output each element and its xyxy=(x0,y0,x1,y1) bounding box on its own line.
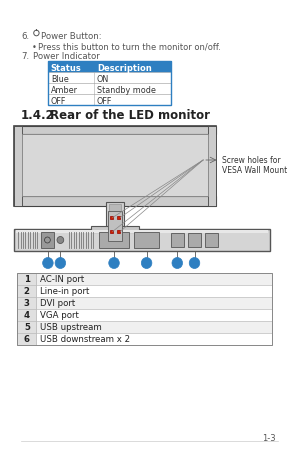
Text: USB downstream x 2: USB downstream x 2 xyxy=(40,335,130,344)
Bar xyxy=(17,285,36,297)
Bar xyxy=(48,62,171,73)
Text: AC-IN port: AC-IN port xyxy=(40,275,85,284)
Bar xyxy=(17,297,272,309)
Text: OFF: OFF xyxy=(97,97,112,106)
Bar xyxy=(14,230,270,252)
Bar xyxy=(134,232,159,249)
Text: OFF: OFF xyxy=(51,97,66,106)
Bar xyxy=(188,234,201,248)
Bar xyxy=(17,333,272,345)
Text: 6: 6 xyxy=(192,259,197,268)
Bar xyxy=(110,230,112,234)
Text: 6.: 6. xyxy=(21,32,29,41)
Text: 6: 6 xyxy=(24,335,30,344)
Bar xyxy=(91,226,139,232)
Bar xyxy=(208,127,216,207)
Bar xyxy=(110,216,112,220)
Circle shape xyxy=(57,237,64,244)
Text: Standby mode: Standby mode xyxy=(97,86,156,95)
Circle shape xyxy=(189,258,200,269)
Bar xyxy=(117,230,120,234)
Bar xyxy=(17,321,272,333)
Bar xyxy=(48,73,171,84)
Bar xyxy=(109,205,121,225)
Bar xyxy=(22,135,208,197)
Bar xyxy=(117,216,120,220)
Circle shape xyxy=(109,258,119,269)
Text: Amber: Amber xyxy=(51,86,78,95)
Bar xyxy=(17,273,36,285)
Bar xyxy=(17,321,36,333)
Text: 1: 1 xyxy=(45,259,50,268)
Text: Line-in port: Line-in port xyxy=(40,287,90,296)
Bar xyxy=(14,197,216,207)
Bar xyxy=(17,273,272,285)
Text: USB upstream: USB upstream xyxy=(40,323,102,332)
Text: VGA port: VGA port xyxy=(40,311,79,320)
Circle shape xyxy=(43,258,53,269)
Bar xyxy=(17,297,36,309)
Bar xyxy=(14,127,22,207)
Text: Rear of the LED monitor: Rear of the LED monitor xyxy=(50,109,210,122)
Bar xyxy=(171,234,184,248)
Text: 1.4.2: 1.4.2 xyxy=(21,109,55,122)
Bar xyxy=(48,62,171,106)
Text: 2: 2 xyxy=(24,287,30,296)
Text: 3: 3 xyxy=(111,259,117,268)
Text: •: • xyxy=(32,43,37,52)
Bar xyxy=(14,127,216,207)
Bar xyxy=(17,273,272,345)
Text: DVI port: DVI port xyxy=(40,299,76,308)
Bar xyxy=(14,127,216,135)
Bar xyxy=(41,232,54,249)
Text: Press this button to turn the monitor on/off.: Press this button to turn the monitor on… xyxy=(38,43,221,52)
Bar xyxy=(17,309,36,321)
Text: ON: ON xyxy=(97,75,109,84)
Text: 5: 5 xyxy=(175,259,180,268)
Text: 7.: 7. xyxy=(21,52,29,61)
Text: 3: 3 xyxy=(24,299,30,308)
Bar xyxy=(106,202,124,226)
Text: 4: 4 xyxy=(24,311,30,320)
Text: Description: Description xyxy=(97,64,152,73)
Text: 1: 1 xyxy=(24,275,30,284)
Bar xyxy=(205,234,218,248)
Text: 4: 4 xyxy=(144,259,149,268)
Text: Power Button:: Power Button: xyxy=(41,32,102,41)
Bar xyxy=(16,230,268,234)
Text: Screw holes for
VESA Wall Mount: Screw holes for VESA Wall Mount xyxy=(222,156,287,175)
Text: 1-3: 1-3 xyxy=(262,433,276,442)
Bar xyxy=(99,232,129,249)
Text: Status: Status xyxy=(51,64,82,73)
Text: Blue: Blue xyxy=(51,75,68,84)
Circle shape xyxy=(55,258,66,269)
Text: 5: 5 xyxy=(24,323,30,332)
Text: Power Indicator: Power Indicator xyxy=(33,52,99,61)
Bar xyxy=(48,84,171,95)
Circle shape xyxy=(141,258,152,269)
Bar xyxy=(108,212,122,241)
Circle shape xyxy=(172,258,182,269)
Bar xyxy=(17,285,272,297)
Bar xyxy=(17,309,272,321)
Bar xyxy=(17,333,36,345)
Text: 2: 2 xyxy=(58,259,63,268)
Bar xyxy=(48,95,171,106)
